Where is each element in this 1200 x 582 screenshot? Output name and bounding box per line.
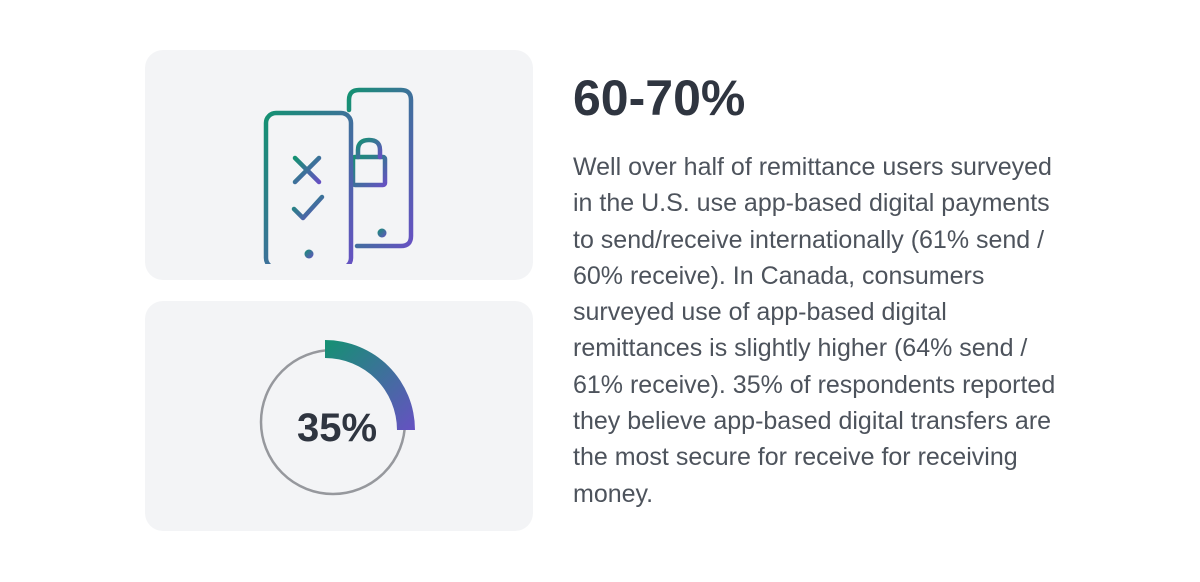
ring-progress-arc: [325, 340, 415, 430]
percentage-value: 35%: [297, 406, 378, 450]
phones-illustration-card: [145, 50, 533, 280]
phones-security-icon: [263, 87, 414, 264]
description-paragraph: Well over half of remittance users surve…: [573, 153, 1056, 508]
percentage-ring-card: 35%: [145, 301, 533, 531]
headline-stat: 60-70%: [573, 70, 746, 126]
progress-ring: [259, 340, 415, 496]
